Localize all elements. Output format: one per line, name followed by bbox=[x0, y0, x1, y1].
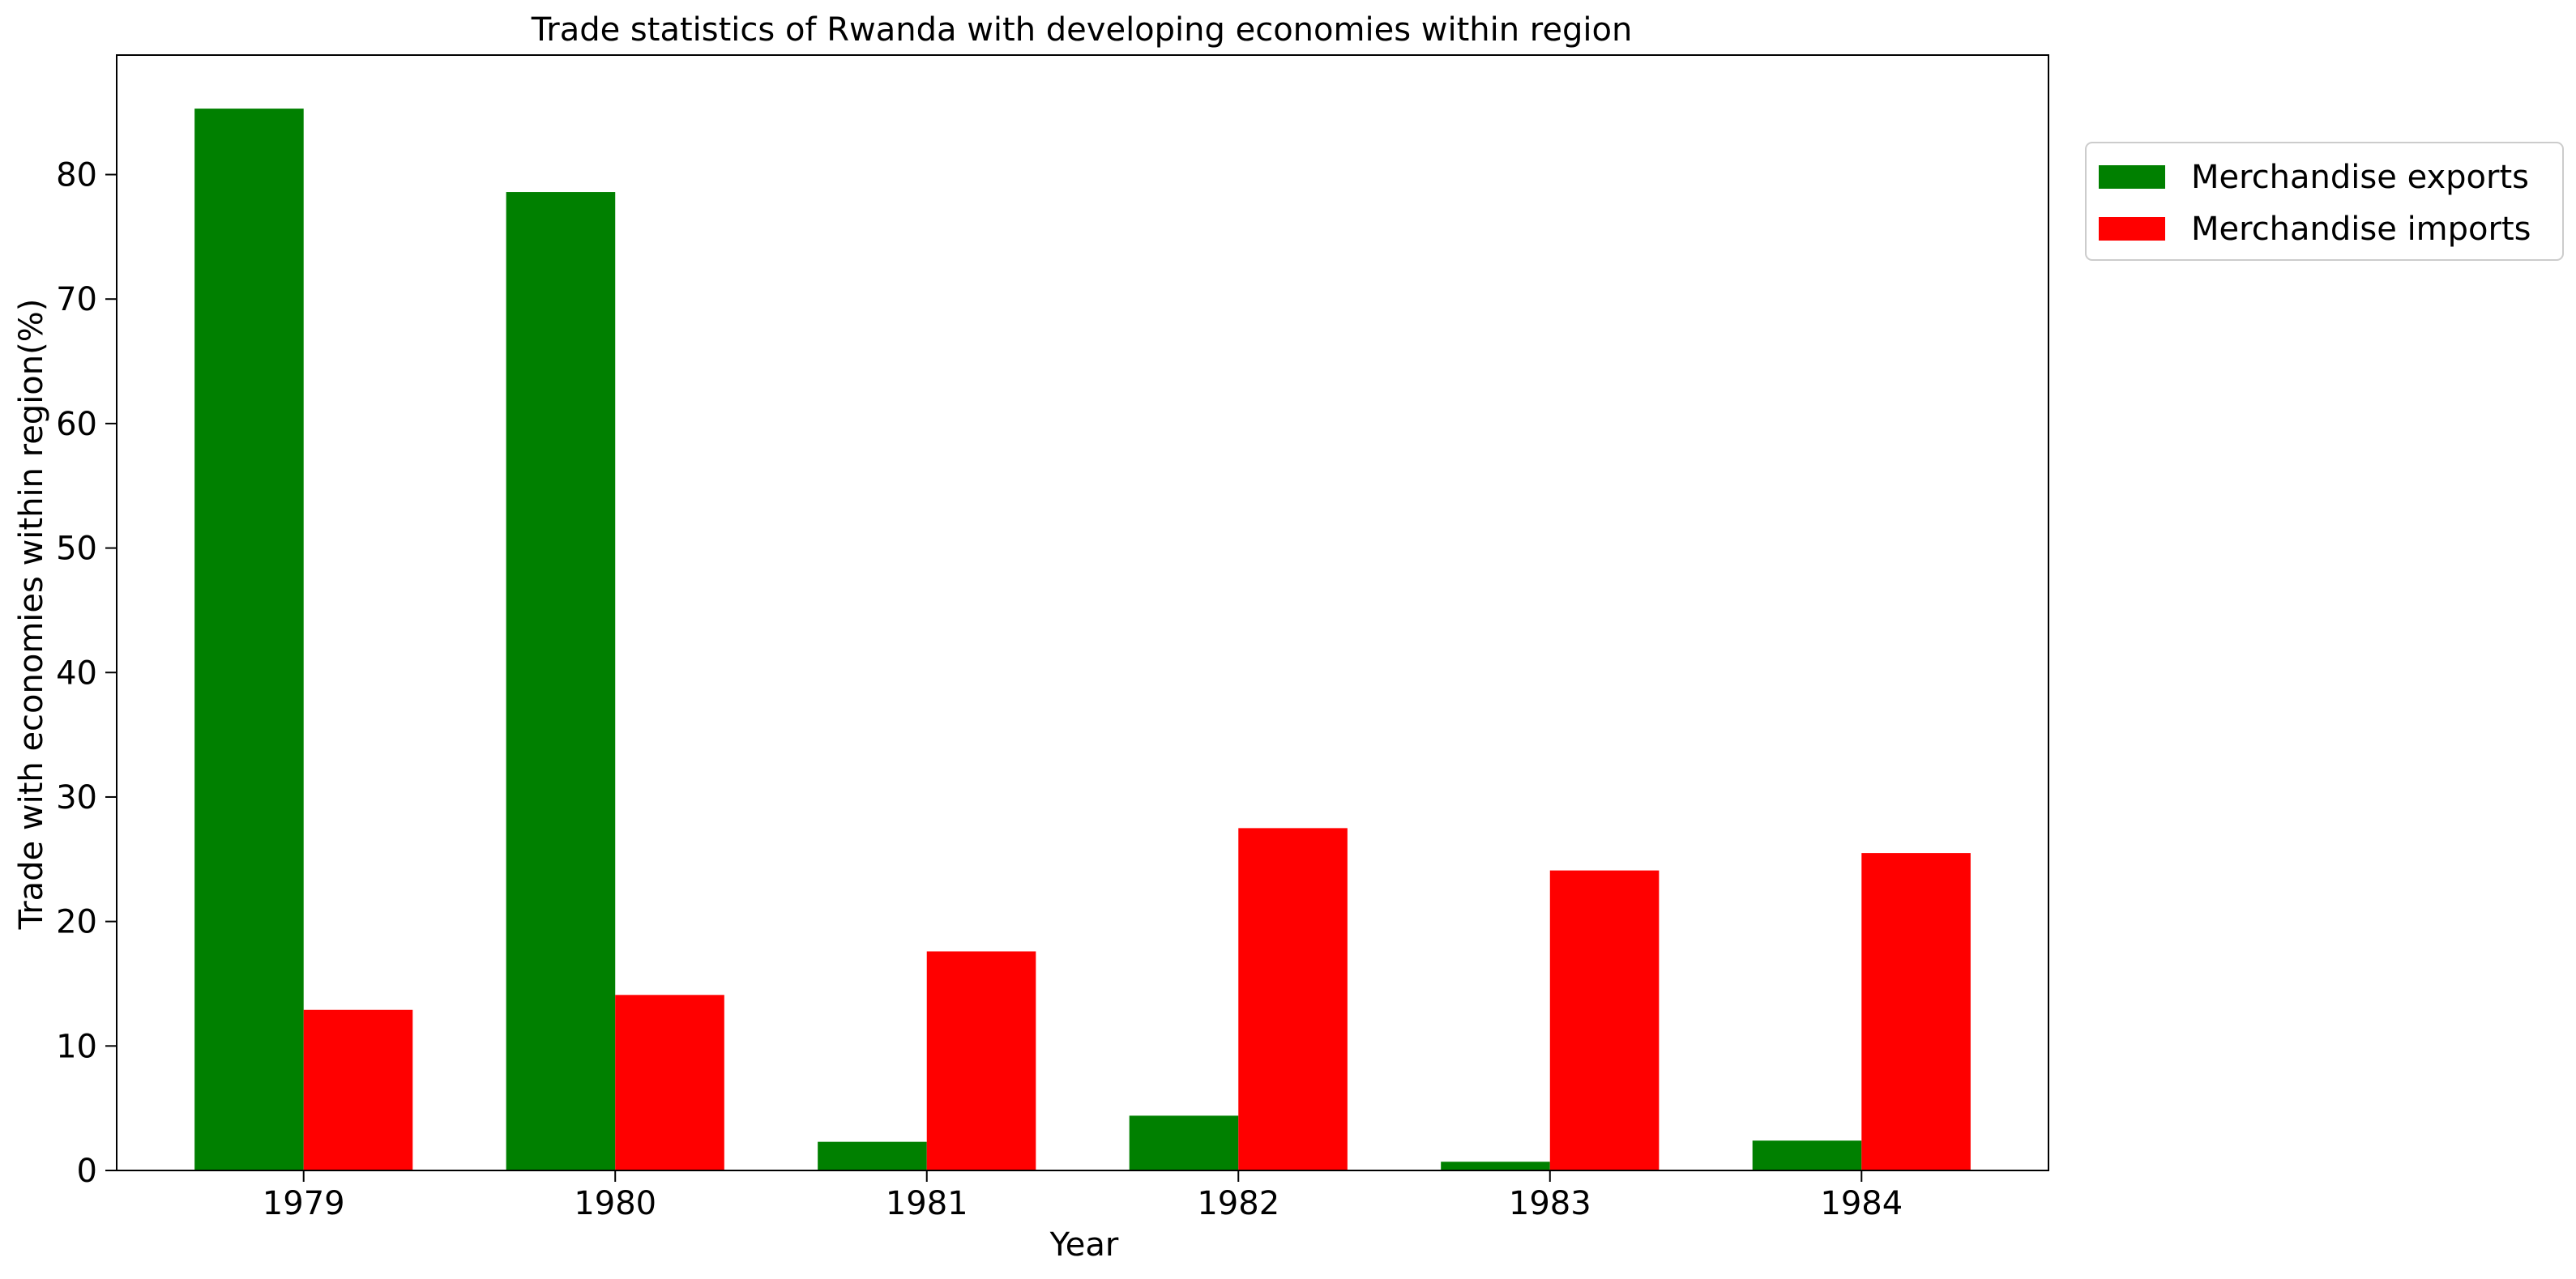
legend-swatch-exports bbox=[2099, 165, 2165, 189]
x-tick-label: 1983 bbox=[1509, 1185, 1591, 1222]
legend-swatch-imports bbox=[2099, 217, 2165, 241]
x-tick-label: 1979 bbox=[263, 1185, 345, 1222]
x-tick-label: 1982 bbox=[1197, 1185, 1279, 1222]
bars-layer bbox=[194, 109, 1971, 1170]
bar-exports-1982 bbox=[1129, 1115, 1239, 1170]
plot-frame bbox=[116, 54, 2049, 1171]
bar-imports-1982 bbox=[1238, 828, 1348, 1170]
y-tick-label: 30 bbox=[56, 779, 97, 816]
y-tick-label: 10 bbox=[56, 1028, 97, 1065]
x-tick-label: 1981 bbox=[886, 1185, 968, 1222]
x-tick-label: 1984 bbox=[1820, 1185, 1903, 1222]
y-tick-label: 20 bbox=[56, 904, 97, 941]
y-tick-label: 60 bbox=[56, 406, 97, 443]
x-axis-title: Year bbox=[1049, 1226, 1119, 1264]
bar-exports-1980 bbox=[506, 192, 616, 1170]
bar-imports-1984 bbox=[1861, 853, 1971, 1170]
bar-exports-1983 bbox=[1441, 1162, 1550, 1170]
y-tick-label: 80 bbox=[56, 157, 97, 194]
bar-exports-1981 bbox=[818, 1141, 927, 1170]
bar-imports-1980 bbox=[615, 995, 724, 1170]
y-tick-label: 0 bbox=[77, 1153, 97, 1190]
y-tick-label: 50 bbox=[56, 531, 97, 568]
x-tick-label: 1980 bbox=[574, 1185, 656, 1222]
bar-imports-1983 bbox=[1549, 870, 1660, 1170]
legend-label-imports: Merchandise imports bbox=[2191, 211, 2531, 248]
legend-box bbox=[2085, 142, 2564, 261]
y-tick-label: 40 bbox=[56, 654, 97, 692]
bar-exports-1979 bbox=[194, 109, 304, 1170]
legend-label-exports: Merchandise exports bbox=[2191, 159, 2529, 196]
y-axis-title: Trade with economies within region(%) bbox=[13, 299, 50, 931]
bar-imports-1981 bbox=[926, 951, 1036, 1170]
bar-imports-1979 bbox=[303, 1009, 413, 1170]
x-axis: 1979 1980 1981 1982 1983 1984 bbox=[263, 1170, 1903, 1222]
chart-title: Trade statistics of Rwanda with developi… bbox=[531, 11, 1633, 49]
y-tick-label: 70 bbox=[56, 281, 97, 318]
bar-exports-1984 bbox=[1752, 1140, 1862, 1170]
y-axis: 0 10 20 30 40 50 60 70 80 bbox=[56, 157, 117, 1190]
legend: Merchandise exports Merchandise imports bbox=[2085, 142, 2564, 261]
